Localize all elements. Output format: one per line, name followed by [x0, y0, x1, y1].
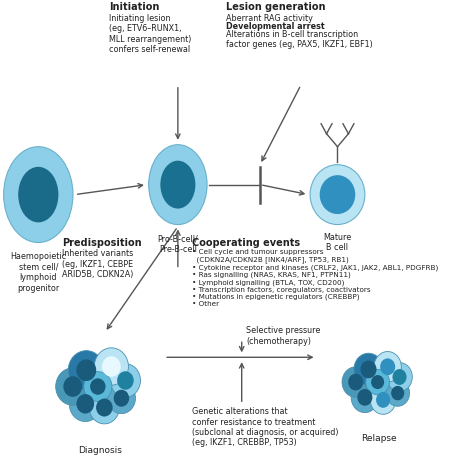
Ellipse shape [360, 360, 376, 378]
Text: • Cell cycle and tumour suppressors
  (CDKN2A/CDKN2B [INK4/ARF], TP53, RB1)
• Cy: • Cell cycle and tumour suppressors (CDK… [191, 250, 438, 307]
Text: Initiating lesion
(eg, ETV6–RUNX1,
MLL rearrangement)
confers self-renewal: Initiating lesion (eg, ETV6–RUNX1, MLL r… [109, 14, 192, 54]
Ellipse shape [376, 392, 390, 408]
Ellipse shape [110, 364, 140, 397]
Ellipse shape [351, 382, 379, 413]
Ellipse shape [160, 161, 195, 208]
Circle shape [310, 165, 365, 224]
Ellipse shape [76, 394, 94, 414]
Ellipse shape [18, 167, 58, 223]
Text: Inherited variants
(eg, IKZF1, CEBPE
ARID5B, CDKN2A): Inherited variants (eg, IKZF1, CEBPE ARI… [62, 250, 133, 279]
Text: Developmental arrest: Developmental arrest [226, 22, 325, 31]
Ellipse shape [370, 386, 396, 414]
Ellipse shape [348, 374, 363, 391]
Circle shape [319, 175, 356, 214]
Ellipse shape [89, 391, 119, 424]
Text: Cooperating events: Cooperating events [191, 237, 300, 247]
Text: Alterations in B-cell transcription
factor genes (eg, PAX5, IKZF1, EBF1): Alterations in B-cell transcription fact… [226, 30, 373, 49]
Ellipse shape [94, 348, 128, 385]
Ellipse shape [84, 372, 112, 402]
Ellipse shape [68, 351, 104, 390]
Text: Lesion generation: Lesion generation [226, 2, 326, 12]
Ellipse shape [102, 356, 121, 377]
Ellipse shape [391, 386, 404, 400]
Ellipse shape [149, 145, 207, 224]
Text: Aberrant RAG activity: Aberrant RAG activity [226, 14, 313, 23]
Text: Haemopoietic
stem cell/
lymphoid
progenitor: Haemopoietic stem cell/ lymphoid progeni… [10, 252, 66, 293]
Ellipse shape [374, 352, 401, 382]
Ellipse shape [371, 375, 384, 389]
Ellipse shape [386, 380, 410, 406]
Ellipse shape [90, 378, 106, 395]
Ellipse shape [354, 353, 383, 386]
Ellipse shape [387, 363, 412, 392]
Text: Genetic alterations that
confer resistance to treatment
(subclonal at diagnosis,: Genetic alterations that confer resistan… [191, 407, 338, 448]
Text: Pro-B-cell/
Pre-B-cell: Pro-B-cell/ Pre-B-cell [157, 235, 198, 254]
Ellipse shape [357, 389, 373, 406]
Ellipse shape [64, 376, 82, 397]
Ellipse shape [342, 367, 369, 397]
Ellipse shape [380, 358, 395, 375]
Ellipse shape [4, 147, 73, 242]
Ellipse shape [76, 359, 96, 381]
Text: Predisposition: Predisposition [62, 237, 142, 247]
Text: Selective pressure
(chemotherapy): Selective pressure (chemotherapy) [246, 326, 320, 346]
Ellipse shape [117, 371, 134, 390]
Text: Initiation: Initiation [109, 2, 160, 12]
Ellipse shape [114, 390, 129, 407]
Ellipse shape [107, 383, 136, 414]
Text: Relapse: Relapse [361, 434, 396, 443]
Text: Mature
B cell: Mature B cell [323, 233, 352, 252]
Ellipse shape [392, 369, 407, 385]
Ellipse shape [366, 369, 390, 395]
Ellipse shape [55, 368, 90, 405]
Ellipse shape [96, 398, 113, 416]
Text: Diagnosis: Diagnosis [78, 446, 122, 455]
Ellipse shape [69, 386, 101, 421]
